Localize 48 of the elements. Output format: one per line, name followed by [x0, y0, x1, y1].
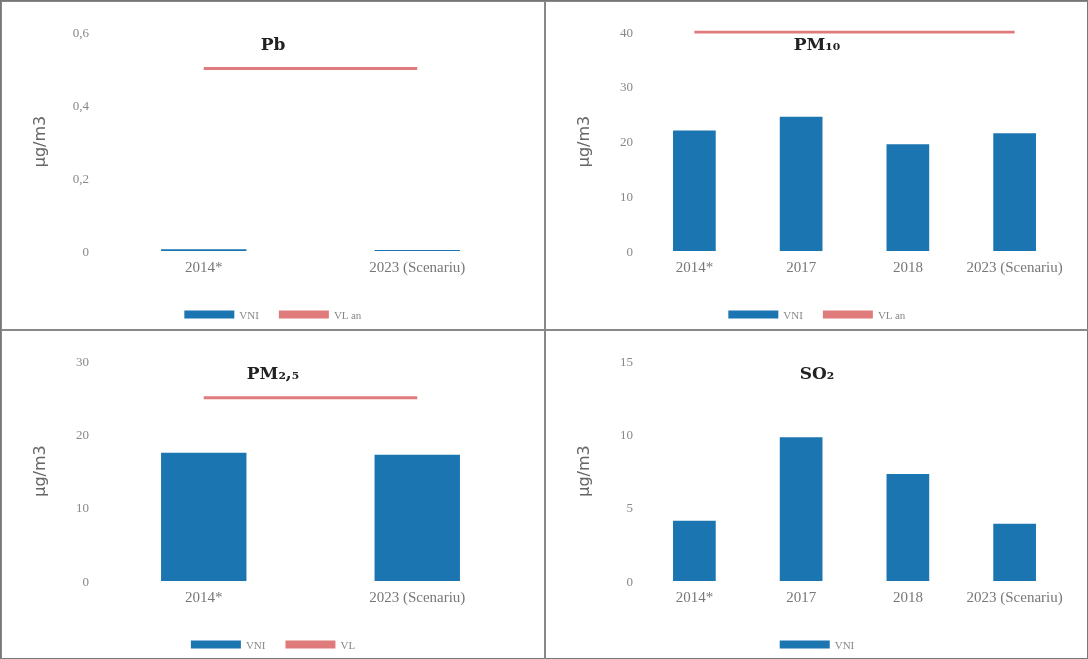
y-tick-label: 30: [76, 353, 89, 369]
y-tick-label: 10: [620, 426, 633, 442]
y-tick-label: 10: [620, 188, 633, 204]
legend-label: VNI: [239, 308, 260, 321]
x-tick-label: 2014*: [675, 258, 714, 275]
y-tick-label: 10: [76, 500, 89, 516]
x-tick-label: 2014*: [185, 588, 223, 605]
chart-title: Pb: [260, 33, 286, 54]
legend-label: VNI: [783, 308, 804, 321]
y-tick-label: 30: [620, 79, 633, 95]
x-tick-label: 2023 (Scenariu): [369, 258, 466, 276]
y-tick-label: 20: [76, 426, 89, 442]
x-tick-label: 2023 (Scenariu): [966, 258, 1063, 276]
y-tick-label: 0: [626, 243, 633, 259]
legend-label: VNI: [834, 638, 855, 651]
bar: [886, 473, 930, 581]
y-tick-label: 40: [620, 24, 633, 40]
chart-title: SO₂: [799, 362, 835, 383]
y-tick-label: 15: [620, 353, 633, 369]
x-tick-label: 2023 (Scenariu): [369, 588, 466, 606]
x-tick-label: 2017: [786, 588, 817, 605]
y-axis-title: µg/m3: [29, 445, 49, 497]
x-tick-label: 2018: [892, 258, 923, 275]
legend-label: VL an: [877, 308, 906, 321]
y-tick-label: 5: [626, 500, 633, 516]
legend-label: VNI: [245, 638, 266, 651]
chart-title: PM₂,₅: [246, 362, 300, 383]
x-tick-label: 2014*: [675, 588, 714, 605]
y-tick-label: 0: [82, 573, 89, 589]
legend-label: VL: [340, 638, 356, 651]
x-tick-label: 2014*: [185, 258, 223, 275]
x-tick-label: 2017: [786, 258, 817, 275]
y-axis-title: µg/m3: [573, 445, 593, 497]
chart-title: PM₁₀: [793, 33, 841, 54]
bar: [779, 437, 823, 581]
y-tick-label: 20: [620, 134, 633, 149]
y-axis-title: µg/m3: [573, 115, 593, 168]
legend-label: VL an: [333, 308, 362, 321]
bar: [673, 520, 716, 581]
y-axis-title: µg/m3: [29, 115, 49, 168]
x-tick-label: 2018: [892, 588, 923, 605]
bar: [993, 523, 1036, 581]
y-tick-label: 0,6: [72, 24, 90, 40]
y-tick-label: 0: [82, 243, 89, 259]
x-tick-label: 2023 (Scenariu): [966, 588, 1063, 606]
y-tick-label: 0,2: [72, 170, 89, 186]
y-tick-label: 0: [626, 573, 633, 589]
y-tick-label: 0,4: [72, 97, 90, 113]
